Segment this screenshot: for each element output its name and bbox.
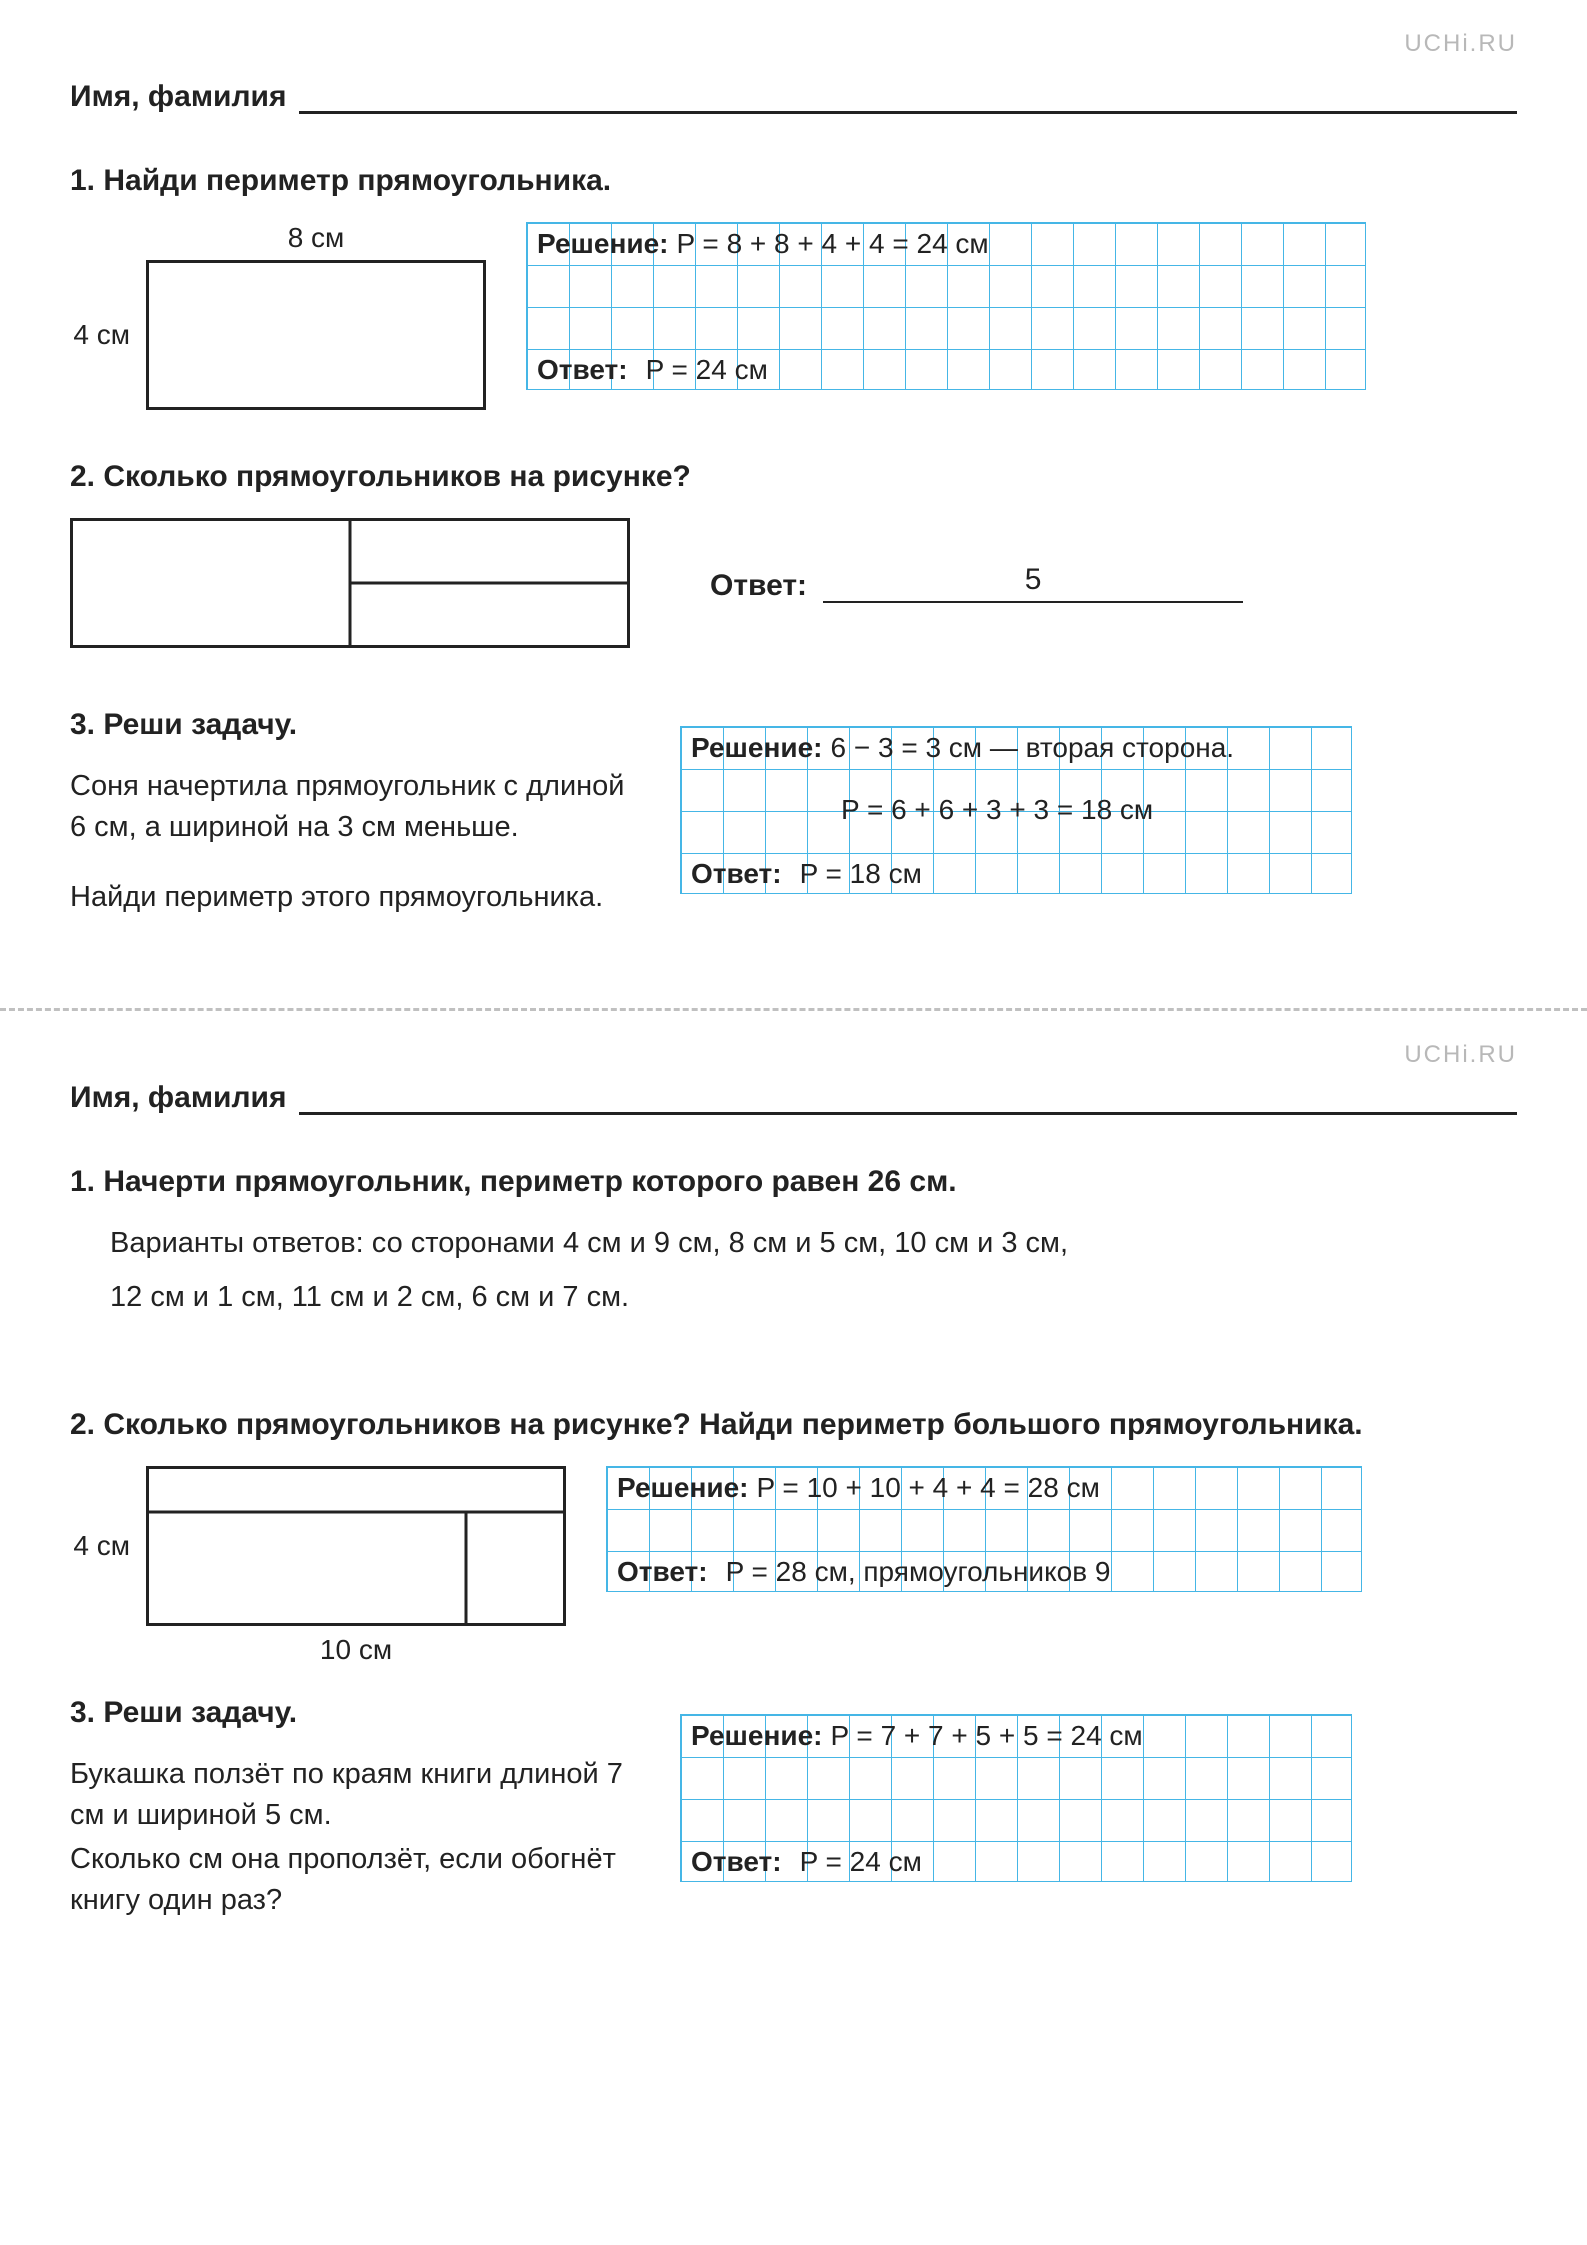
rectangle-b2 [146,1466,566,1626]
task-a1-body: 8 см 4 см Решение: P = 8 + 8 + 4 + 4 = 2… [70,222,1517,410]
solution-text: P = 7 + 7 + 5 + 5 = 24 см [830,1720,1142,1752]
task-b3-grid[interactable]: Решение: P = 7 + 7 + 5 + 5 = 24 см Ответ… [680,1714,1352,1882]
answer-label: Ответ: [691,858,782,890]
task-b3-p2: Сколько см она проползёт, если обогнёт к… [70,1839,630,1920]
answer-text: P = 24 см [646,354,768,386]
task-b2-title: 2. Сколько прямоугольников на рисунке? Н… [70,1408,1517,1442]
name-field-b: Имя, фамилия [70,1081,1517,1115]
answer-label: Ответ: [537,354,628,386]
task-a2-title: 2. Сколько прямоугольников на рисунке? [70,460,1517,494]
name-underline[interactable] [299,1085,1517,1115]
solution-line1: 6 − 3 = 3 см — вторая сторона. [830,732,1234,764]
task-b1-body: Варианты ответов: со сторонами 4 см и 9 … [70,1223,1517,1318]
task-a1-title: 1. Найди периметр прямоугольника. [70,164,1517,198]
task-b2-body: 4 см 10 см Решение: P = 10 + 10 + 4 + 4 … [70,1466,1517,1666]
task-a3-p2: Найди периметр этого прямоугольника. [70,877,630,918]
task-a3-text: Соня начертила прямоугольник с длиной 6 … [70,766,630,918]
task-a3-grid[interactable]: Решение: 6 − 3 = 3 см — вторая сторона. … [680,726,1352,894]
task-b1-title: 1. Начерти прямоугольник, периметр котор… [70,1165,1517,1199]
answer-text: P = 24 см [800,1846,922,1878]
name-field-a: Имя, фамилия [70,80,1517,114]
answer-text: P = 28 см, прямоугольников 9 [726,1556,1111,1588]
answer-label: Ответ: [710,569,807,603]
task-b1-variants-2: 12 см и 1 см, 11 см и 2 см, 6 см и 7 см. [110,1277,1517,1318]
answer-label: Ответ: [691,1846,782,1878]
answer-value[interactable]: 5 [823,563,1243,603]
worksheet-section-a: UCHi.RU Имя, фамилия 1. Найди периметр п… [0,0,1587,978]
watermark-a: UCHi.RU [1404,30,1517,58]
solution-text: P = 10 + 10 + 4 + 4 = 28 см [756,1472,1099,1504]
task-a2-body: Ответ: 5 [70,518,1517,648]
solution-label: Решение: [691,1720,822,1752]
task-a1-grid[interactable]: Решение: P = 8 + 8 + 4 + 4 = 24 см Ответ… [526,222,1366,390]
task-b2-grid[interactable]: Решение: P = 10 + 10 + 4 + 4 = 28 см Отв… [606,1466,1362,1592]
task-b3-text: Букашка ползёт по краям книги длиной 7 с… [70,1754,630,1920]
worksheet-section-b: UCHi.RU Имя, фамилия 1. Начерти прямоуго… [0,1041,1587,1981]
solution-label: Решение: [537,228,668,260]
watermark-b: UCHi.RU [1404,1041,1517,1069]
fig-a1-left-dim: 4 см [70,319,130,351]
rectangle-a2 [70,518,630,648]
solution-label: Решение: [617,1472,748,1504]
answer-label: Ответ: [617,1556,708,1588]
name-label: Имя, фамилия [70,80,287,114]
task-b2-figure: 4 см 10 см [70,1466,566,1666]
task-a3-body: Соня начертила прямоугольник с длиной 6 … [70,766,1517,918]
cut-line [0,1008,1587,1011]
task-a3-p1: Соня начертила прямоугольник с длиной 6 … [70,766,630,847]
task-a1-figure: 8 см 4 см [70,222,486,410]
name-underline[interactable] [299,84,1517,114]
task-b3-p1: Букашка ползёт по краям книги длиной 7 с… [70,1754,630,1835]
fig-a1-top-dim: 8 см [70,222,486,254]
answer-text: P = 18 см [800,858,922,890]
solution-line2: P = 6 + 6 + 3 + 3 = 18 см [841,794,1153,826]
solution-label: Решение: [691,732,822,764]
task-b1-variants-1: Варианты ответов: со сторонами 4 см и 9 … [110,1223,1517,1264]
fig-b2-left-dim: 4 см [70,1530,130,1562]
rectangle-a1 [146,260,486,410]
name-label: Имя, фамилия [70,1081,287,1115]
solution-text: P = 8 + 8 + 4 + 4 = 24 см [676,228,988,260]
fig-b2-bottom-dim: 10 см [70,1634,566,1666]
task-a2-answer: Ответ: 5 [710,563,1243,603]
task-b3-body: Букашка ползёт по краям книги длиной 7 с… [70,1754,1517,1920]
